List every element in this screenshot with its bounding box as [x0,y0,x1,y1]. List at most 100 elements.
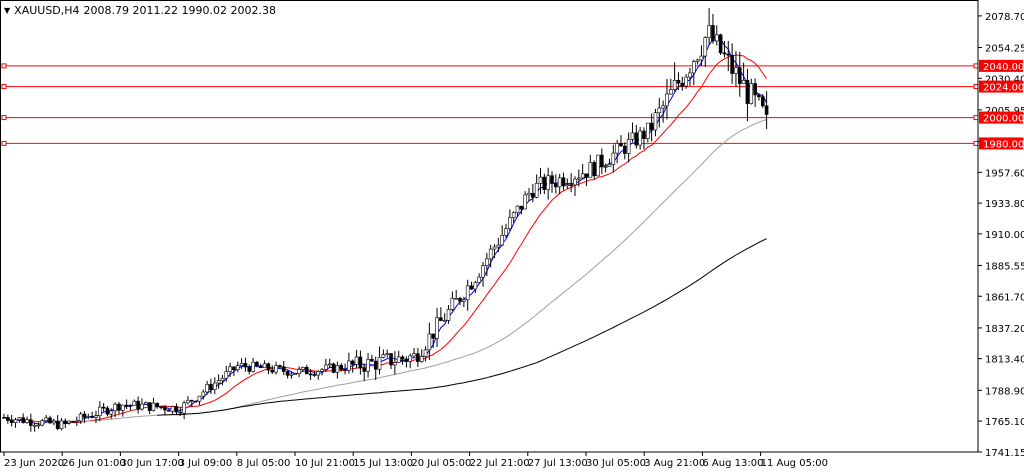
candle-body [737,67,742,84]
candle-body [412,353,416,357]
candle-body [327,363,332,366]
ma-fast-line [3,33,768,425]
candle-body [523,194,527,210]
candle-body [197,395,202,402]
candle-body [235,365,240,370]
candle-body [140,403,144,410]
candle-body [266,363,271,371]
candle-body [515,205,520,213]
price-axis: 2078.702054.252030.402005.951981.501957.… [978,12,1024,459]
candle-body [289,373,294,376]
candle-body [120,404,125,411]
candle-body [362,367,367,372]
candle-body [13,419,18,423]
x-tick-label: 15 Jul 13:00 [353,458,413,469]
candle-body [745,79,750,104]
candle-body [262,363,267,369]
candle-body [458,297,462,302]
y-tick-label: 2030.40 [985,74,1024,85]
candle-body [274,365,278,373]
candle-body [370,358,374,362]
x-tick-label: 20 Jul 05:00 [411,458,471,469]
candle-body [343,369,347,371]
candle-body [764,105,769,115]
candle-body [649,122,654,131]
candle-body [228,366,232,372]
y-tick-label: 1837.20 [985,324,1024,335]
candle-body [366,358,370,372]
level-handle-left [1,84,7,90]
candle-body [396,356,401,363]
y-tick-label: 1957.60 [985,168,1024,179]
candle-body [354,356,359,365]
candle-body [220,377,225,381]
candle-body [113,403,117,412]
candle-body [75,420,79,423]
candle-body [400,356,405,360]
x-tick-label: 11 Aug 05:00 [761,458,828,469]
candle-body [588,162,593,178]
candle-body [408,355,413,362]
y-tick-label: 1813.40 [985,355,1024,366]
x-tick-label: 8 Jul 05:00 [237,458,291,469]
level-handle-left [1,63,7,69]
candle-body [2,417,6,419]
candle-body [21,417,25,423]
candle-body [36,424,41,427]
candle-body [281,366,286,372]
candle-body [615,143,619,154]
candle-body [634,132,639,146]
candle-body [454,297,458,300]
x-tick-label: 30 Jun 17:00 [120,458,184,469]
candle-body [431,333,436,339]
candle-body [247,366,252,372]
candle-body [182,402,186,414]
candle-body [251,361,255,372]
level-tag-label: 2024.00 [983,83,1024,94]
candle-body [435,317,439,339]
candle-body [592,162,596,177]
x-tick-label: 23 Jun 2020 [4,458,64,469]
candle-body [557,177,562,188]
candle-body [550,175,554,184]
candle-body [538,176,543,184]
candle-body [730,54,734,74]
candle-body [554,183,558,188]
candle-body [205,384,209,393]
candle-body [573,178,577,186]
candle-body [304,367,309,375]
candle-body [485,258,489,266]
candle-body [29,419,33,426]
triangle-down-icon[interactable]: ▼ [4,6,11,15]
candle-body [492,246,497,250]
candle-body [381,354,386,358]
candle-body [124,404,129,407]
candle-body [757,94,761,98]
level-tag [979,80,1023,93]
candle-body [335,365,340,373]
candle-body [377,356,382,370]
candle-body [178,411,183,414]
candle-body [462,299,466,302]
x-tick-label: 27 Jul 13:00 [528,458,588,469]
level-handle-left [1,115,7,121]
candle-body [316,371,321,376]
candle-body [98,406,102,416]
x-tick-label: 30 Jul 05:00 [586,458,646,469]
level-tag [979,59,1023,72]
candle-body [40,420,45,426]
candle-body [753,83,757,96]
candle-body [101,406,106,409]
candle-body [465,285,470,301]
candle-body [285,371,290,376]
x-tick-label: 26 Jun 01:00 [62,458,126,469]
candle-body [423,349,428,357]
candle-body [707,25,711,38]
candle-body [301,367,305,370]
symbol-label: XAUUSD,H4 [14,4,80,17]
x-tick-label: 3 Jul 09:00 [179,458,233,469]
ma-long-line [157,238,767,416]
y-tick-label: 1910.00 [985,230,1024,241]
